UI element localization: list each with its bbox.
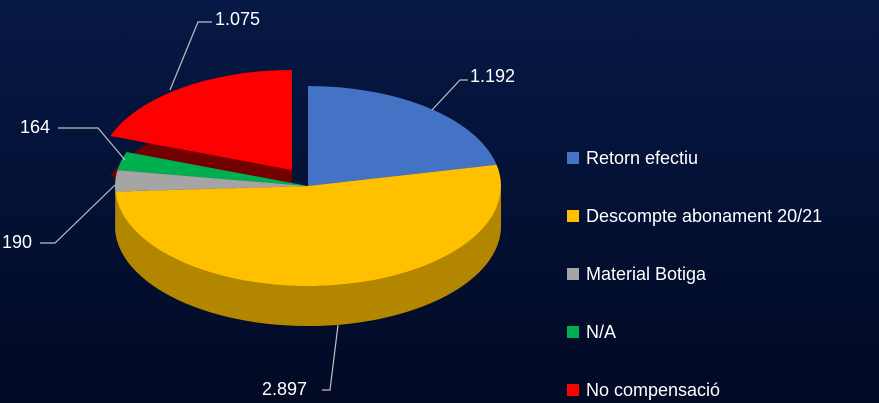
slice	[110, 69, 292, 170]
slice	[308, 86, 497, 186]
legend-label: No compensació	[586, 380, 720, 400]
data-label: 2.897	[262, 379, 307, 399]
leader-line	[40, 184, 116, 244]
slice	[117, 152, 308, 186]
legend-label: Retorn efectiu	[586, 148, 698, 168]
legend-label: Descompte abonament 20/21	[586, 206, 822, 226]
legend-swatch	[567, 152, 579, 164]
data-label: 164	[20, 117, 50, 137]
legend-swatch	[567, 210, 579, 222]
leader-line	[322, 324, 339, 391]
slice	[115, 164, 502, 287]
data-label: 1.075	[215, 9, 260, 29]
slice-side	[115, 186, 502, 326]
data-label: 1.192	[470, 66, 515, 86]
legend-label: Material Botiga	[586, 264, 707, 284]
legend-label: N/A	[586, 322, 616, 342]
leader-line	[431, 79, 468, 111]
slice	[115, 170, 309, 192]
leader-line	[169, 21, 212, 91]
legend-swatch	[567, 384, 579, 396]
data-label: 190	[2, 232, 32, 252]
leader-line	[58, 127, 126, 161]
legend-swatch	[567, 268, 579, 280]
legend-swatch	[567, 326, 579, 338]
